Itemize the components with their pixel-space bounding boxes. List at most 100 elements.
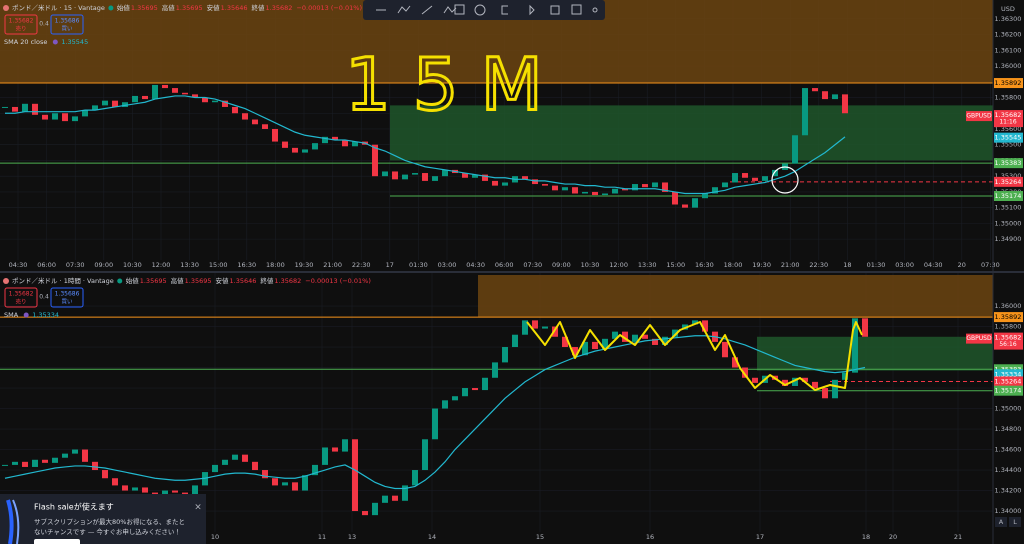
candle: [42, 114, 48, 120]
candle: [352, 141, 358, 147]
tool-icon[interactable]: [397, 5, 411, 14]
candle: [632, 334, 638, 342]
candle: [642, 334, 648, 339]
price-tag-label: 1.35545: [995, 134, 1022, 142]
axis-button-bg[interactable]: [1009, 517, 1021, 527]
candle: [382, 171, 388, 177]
candle: [22, 461, 28, 467]
candle: [802, 377, 808, 382]
candle: [692, 198, 698, 208]
candle: [412, 173, 418, 175]
price-tag-label: 1.35383: [995, 159, 1022, 167]
chart-title: ポンド／米ドル · 15 · Vantage: [12, 3, 105, 12]
candle: [332, 447, 338, 452]
candle: [172, 88, 178, 93]
price-tag: [994, 176, 1023, 187]
candle: [532, 320, 538, 329]
tool-icon[interactable]: [501, 5, 508, 15]
price-tag: [994, 110, 1023, 128]
popup-title: Flash saleが使えます: [34, 502, 114, 512]
candle: [532, 179, 538, 185]
candle: [732, 173, 738, 183]
candle: [812, 88, 818, 92]
x-tick-label: 03:00: [895, 261, 914, 269]
y-tick-label: 1.35000: [995, 405, 1022, 413]
promo-popup[interactable]: Flash saleが使えます × サブスクリプションが最大80%お得になる、ま…: [0, 494, 206, 544]
axis-button[interactable]: A: [999, 518, 1004, 526]
candle: [762, 176, 768, 181]
candle: [402, 174, 408, 180]
ohlc-label: 終値: [252, 3, 266, 12]
sell-label: 売り: [15, 25, 26, 33]
sma-line: [5, 95, 846, 195]
buy-button[interactable]: [50, 287, 84, 308]
price-tag: [994, 132, 1023, 143]
candle: [612, 188, 618, 194]
candle: [822, 388, 828, 399]
x-tick-label: 12:00: [609, 261, 628, 269]
status-dot: [117, 278, 123, 284]
pane-separator: [0, 271, 1024, 273]
current-price: 1.35682: [995, 334, 1022, 342]
candle: [402, 485, 408, 501]
candle: [272, 478, 278, 486]
candle: [612, 331, 618, 339]
candle: [752, 377, 758, 383]
price-tag-label: 1.35174: [995, 387, 1022, 395]
candle: [552, 185, 558, 191]
x-tick-label: 16:30: [695, 261, 714, 269]
sell-button[interactable]: [4, 14, 38, 35]
buy-button[interactable]: [50, 14, 84, 35]
candle: [382, 495, 388, 503]
sell-button[interactable]: [4, 287, 38, 308]
price-tag: [994, 312, 1023, 323]
tool-icon[interactable]: [443, 6, 457, 14]
symbol-name: GBPUSD: [966, 113, 992, 120]
candle: [132, 487, 138, 491]
x-tick-label: 04:30: [924, 261, 943, 269]
y-tick-label: 1.36100: [995, 46, 1022, 54]
tool-icon[interactable]: [454, 4, 465, 15]
candle: [602, 338, 608, 350]
candle: [782, 379, 788, 386]
indicator-value: 1.35334: [32, 311, 59, 319]
candle: [232, 106, 238, 114]
axis-button[interactable]: L: [1013, 518, 1017, 526]
axis-currency: USD: [1001, 5, 1015, 13]
indicator-name: SMA 20 close: [4, 38, 47, 46]
x-tick-label: 16: [646, 533, 654, 541]
popup-graphic: [12, 499, 20, 544]
buy-price: 1.35686: [55, 291, 80, 298]
candle: [412, 470, 418, 486]
drawing-toolbar[interactable]: [363, 0, 605, 20]
candle: [622, 188, 628, 191]
candle: [182, 492, 188, 495]
tool-icon[interactable]: [529, 4, 535, 16]
candle: [182, 92, 188, 95]
price-tag-label: 1.35264: [995, 178, 1022, 186]
tool-icon[interactable]: [421, 5, 433, 15]
x-tick-label: 21:00: [323, 261, 342, 269]
popup-button[interactable]: [34, 539, 80, 544]
tool-icon[interactable]: [571, 4, 582, 15]
tool-icon[interactable]: [474, 4, 486, 16]
candle: [222, 459, 228, 465]
x-tick-label: 14: [428, 533, 436, 541]
x-tick-label: 01:30: [867, 261, 886, 269]
axis-button-bg[interactable]: [995, 517, 1007, 527]
candle: [342, 139, 348, 147]
tool-icon[interactable]: [592, 7, 598, 13]
indicator-icon: [23, 312, 29, 318]
price-tag-label: 1.35892: [995, 313, 1022, 321]
price-tag: [994, 332, 1023, 350]
candle: [672, 329, 678, 337]
candle: [52, 457, 58, 463]
candle: [442, 169, 448, 177]
tool-icon[interactable]: [550, 5, 560, 15]
y-tick-label: 1.36200: [995, 31, 1022, 39]
candle: [792, 135, 798, 164]
x-tick-label: 03:00: [438, 261, 457, 269]
popup-close[interactable]: ×: [194, 503, 202, 513]
